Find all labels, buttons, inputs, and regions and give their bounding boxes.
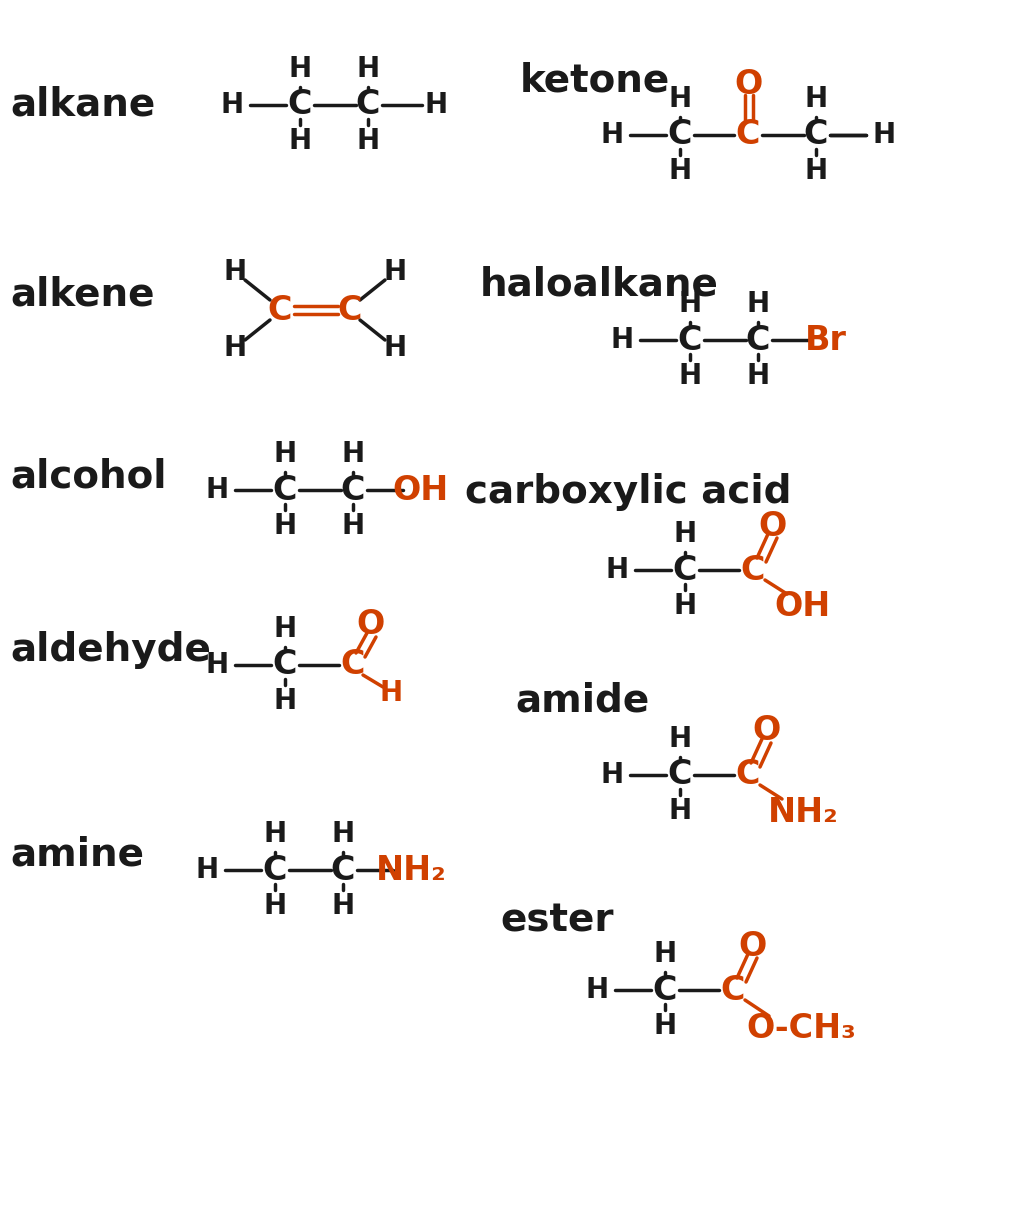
Text: H: H <box>356 127 379 155</box>
Text: H: H <box>605 556 629 583</box>
Text: H: H <box>668 725 692 753</box>
Text: C: C <box>355 89 380 122</box>
Text: O-CH₃: O-CH₃ <box>746 1012 856 1044</box>
Text: C: C <box>341 649 366 682</box>
Text: H: H <box>356 55 379 82</box>
Text: C: C <box>736 118 760 151</box>
Text: aldehyde: aldehyde <box>10 632 211 668</box>
Text: C: C <box>741 554 766 586</box>
Text: H: H <box>274 616 296 643</box>
Text: C: C <box>267 293 292 326</box>
Text: H: H <box>205 476 229 503</box>
Text: H: H <box>196 856 219 884</box>
Text: C: C <box>338 293 363 326</box>
Text: NH₂: NH₂ <box>376 853 447 886</box>
Text: O: O <box>739 929 767 963</box>
Text: H: H <box>425 91 448 119</box>
Text: C: C <box>653 974 678 1007</box>
Text: C: C <box>668 118 692 151</box>
Text: H: H <box>654 940 677 968</box>
Text: Br: Br <box>805 324 847 357</box>
Text: O: O <box>733 69 762 101</box>
Text: H: H <box>679 362 701 390</box>
Text: H: H <box>342 512 365 540</box>
Text: H: H <box>342 439 365 468</box>
Text: H: H <box>679 291 701 318</box>
Text: C: C <box>341 474 366 506</box>
Text: H: H <box>274 512 296 540</box>
Text: amine: amine <box>10 836 144 874</box>
Text: H: H <box>288 55 312 82</box>
Text: C: C <box>288 89 312 122</box>
Text: H: H <box>383 259 406 286</box>
Text: H: H <box>263 820 287 848</box>
Text: H: H <box>224 334 247 362</box>
Text: C: C <box>272 649 297 682</box>
Text: H: H <box>383 334 406 362</box>
Text: alcohol: alcohol <box>10 458 167 496</box>
Text: H: H <box>746 291 770 318</box>
Text: C: C <box>672 554 697 586</box>
Text: H: H <box>872 121 895 149</box>
Text: H: H <box>654 1012 677 1040</box>
Text: H: H <box>601 761 624 789</box>
Text: OH: OH <box>393 474 450 506</box>
Text: H: H <box>673 592 696 620</box>
Text: H: H <box>332 820 354 848</box>
Text: H: H <box>274 687 296 715</box>
Text: H: H <box>610 326 634 355</box>
Text: ketone: ketone <box>520 62 670 98</box>
Text: H: H <box>668 796 692 825</box>
Text: O: O <box>759 510 787 543</box>
Text: O: O <box>752 714 780 747</box>
Text: H: H <box>585 976 608 1004</box>
Text: H: H <box>274 439 296 468</box>
Text: H: H <box>221 91 243 119</box>
Text: C: C <box>678 324 702 357</box>
Text: C: C <box>804 118 828 151</box>
Text: H: H <box>668 85 692 113</box>
Text: H: H <box>601 121 624 149</box>
Text: C: C <box>272 474 297 506</box>
Text: C: C <box>263 853 287 886</box>
Text: C: C <box>721 974 745 1007</box>
Text: ester: ester <box>500 901 613 939</box>
Text: H: H <box>804 85 828 113</box>
Text: C: C <box>330 853 355 886</box>
Text: H: H <box>332 892 354 920</box>
Text: H: H <box>263 892 287 920</box>
Text: C: C <box>736 758 760 792</box>
Text: H: H <box>288 127 312 155</box>
Text: O: O <box>356 608 385 641</box>
Text: H: H <box>804 158 828 185</box>
Text: H: H <box>224 259 247 286</box>
Text: C: C <box>746 324 770 357</box>
Text: haloalkane: haloalkane <box>480 266 719 304</box>
Text: carboxylic acid: carboxylic acid <box>465 473 792 511</box>
Text: H: H <box>746 362 770 390</box>
Text: H: H <box>673 519 696 548</box>
Text: NH₂: NH₂ <box>768 796 838 830</box>
Text: OH: OH <box>775 590 831 623</box>
Text: H: H <box>379 680 403 707</box>
Text: amide: amide <box>515 681 650 719</box>
Text: alkane: alkane <box>10 86 155 124</box>
Text: alkene: alkene <box>10 276 154 314</box>
Text: H: H <box>668 158 692 185</box>
Text: C: C <box>668 758 692 792</box>
Text: H: H <box>205 651 229 680</box>
